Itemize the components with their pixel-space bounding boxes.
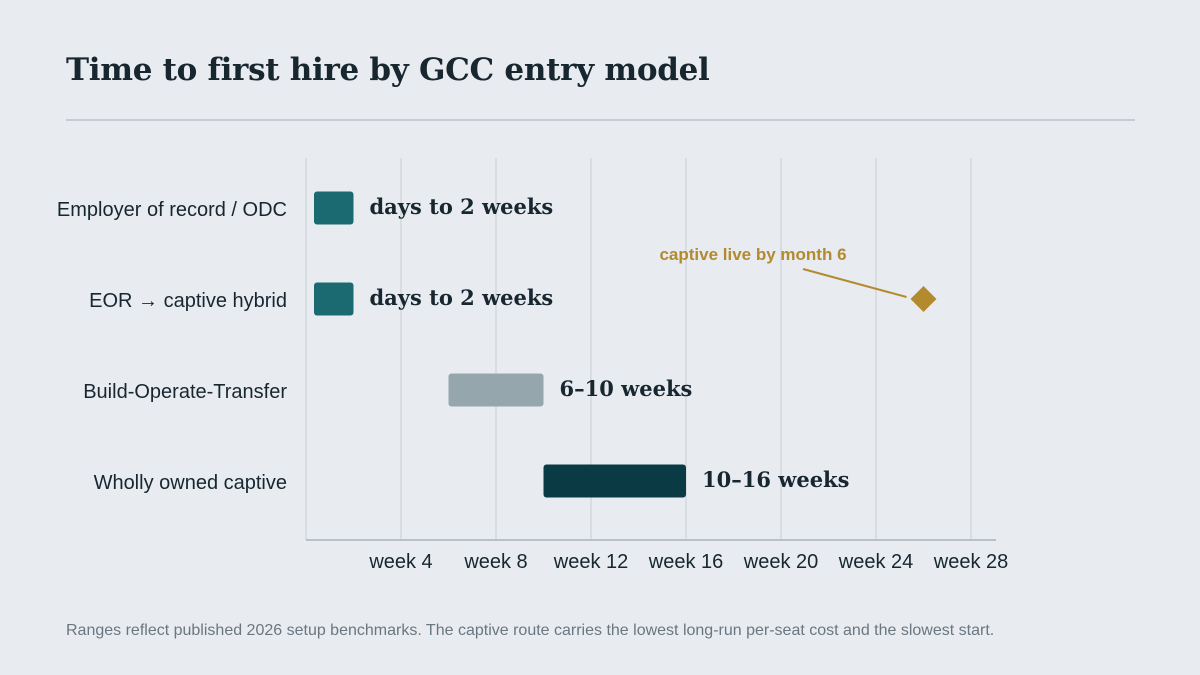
x-tick-label: week 4 [368, 551, 432, 573]
range-bar [543, 464, 686, 498]
x-tick-label: week 16 [648, 551, 724, 573]
range-label: 6–10 weeks [560, 376, 693, 401]
category-label: EOR → captive hybrid [89, 290, 287, 312]
title-divider [66, 119, 1135, 121]
range-chart: week 4 week 8 week 12 week 16 week 20 week 24… [57, 158, 1009, 573]
x-tick-label: week 8 [463, 551, 527, 573]
category-label: Build-Operate-Transfer [83, 381, 287, 403]
milestone-diamond [910, 286, 937, 312]
range-bar [314, 191, 354, 225]
category-label: Employer of record / ODC [57, 199, 287, 221]
footnote: Ranges reflect published 2026 setup benc… [66, 622, 995, 639]
category-label: Wholly owned captive [94, 472, 287, 494]
x-tick-label: week 28 [933, 551, 1009, 573]
range-bar [314, 282, 354, 316]
range-bar [448, 373, 544, 407]
x-tick-label: week 24 [838, 551, 914, 573]
chart-title: Time to first hire by GCC entry model [66, 52, 710, 88]
annotation-leader-line [802, 268, 907, 298]
range-label: days to 2 weeks [370, 194, 554, 219]
range-label: days to 2 weeks [370, 285, 554, 310]
milestone-annotation: captive live by month 6 [659, 245, 846, 264]
range-label: 10–16 weeks [702, 467, 849, 492]
x-tick-label: week 12 [553, 551, 629, 573]
x-tick-label: week 20 [743, 551, 819, 573]
